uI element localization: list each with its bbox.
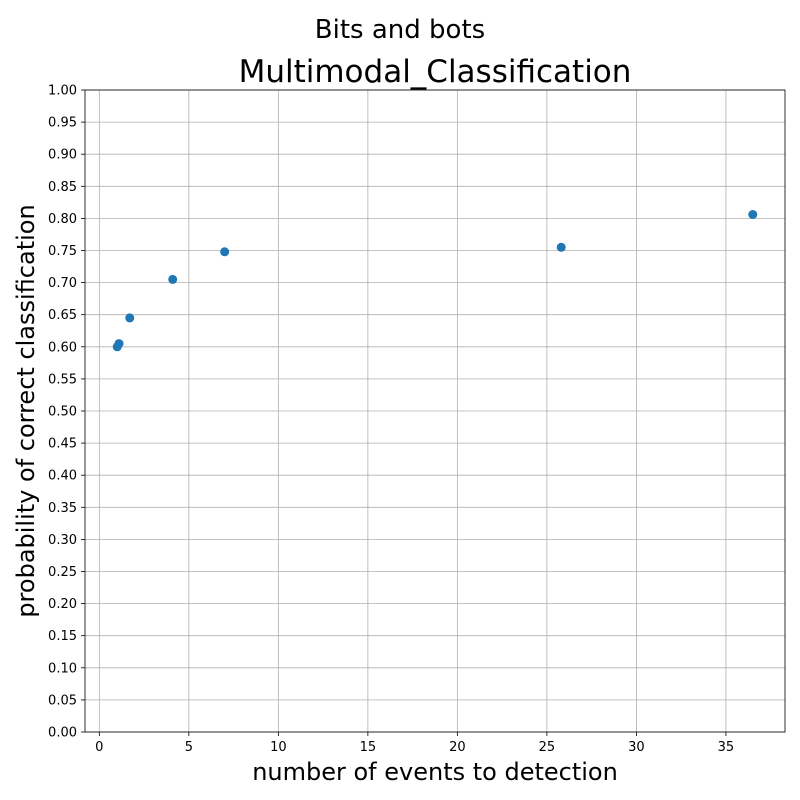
- y-tick-label: 0.85: [48, 180, 77, 195]
- grid: [85, 89, 785, 733]
- x-tick-label: 30: [628, 740, 645, 755]
- y-tick-label: 0.15: [48, 629, 77, 644]
- y-axis-label: probability of correct classification: [12, 204, 40, 617]
- y-tick-label: 0.10: [48, 661, 77, 676]
- data-points: [112, 210, 758, 352]
- x-tick-label: 20: [449, 740, 466, 755]
- x-tick-label: 5: [185, 740, 193, 755]
- y-tick-label: 0.30: [48, 533, 77, 548]
- figure-suptitle: Bits and bots: [315, 15, 485, 45]
- y-tick-label: 0.60: [48, 340, 77, 355]
- scatter-point: [220, 247, 230, 257]
- y-tick-label: 0.55: [48, 372, 77, 387]
- x-axis-label: number of events to detection: [252, 758, 618, 786]
- scatter-point: [556, 242, 566, 252]
- y-tick-label: 0.65: [48, 308, 77, 323]
- x-tick-label: 15: [360, 740, 377, 755]
- x-tick-label: 35: [718, 740, 735, 755]
- scatter-point: [114, 339, 124, 349]
- y-tick-label: 0.90: [48, 148, 77, 163]
- y-axis-ticks: 0.00 0.05 0.10 0.15 0.20 0.25 0.30 0.35 0.40 0.45…: [48, 84, 85, 741]
- y-tick-label: 0.50: [48, 405, 77, 420]
- y-tick-label: 0.80: [48, 212, 77, 227]
- y-tick-label: 0.45: [48, 437, 77, 452]
- y-tick-label: 0.70: [48, 276, 77, 291]
- y-tick-label: 0.75: [48, 244, 77, 259]
- y-tick-label: 0.05: [48, 693, 77, 708]
- scatter-point: [748, 210, 758, 220]
- y-tick-label: 1.00: [48, 84, 77, 99]
- x-tick-label: 0: [95, 740, 103, 755]
- scatter-point: [125, 313, 135, 323]
- chart-title: Multimodal_Classification: [239, 54, 632, 90]
- x-axis-ticks: 0 5 10 15 20 25 30 35: [95, 732, 734, 755]
- y-tick-label: 0.95: [48, 116, 77, 131]
- y-tick-label: 0.20: [48, 597, 77, 612]
- y-tick-label: 0.35: [48, 501, 77, 516]
- x-tick-label: 10: [270, 740, 287, 755]
- y-tick-label: 0.00: [48, 726, 77, 741]
- x-tick-label: 25: [539, 740, 556, 755]
- scatter-point: [168, 274, 178, 284]
- y-tick-label: 0.25: [48, 565, 77, 580]
- y-tick-label: 0.40: [48, 469, 77, 484]
